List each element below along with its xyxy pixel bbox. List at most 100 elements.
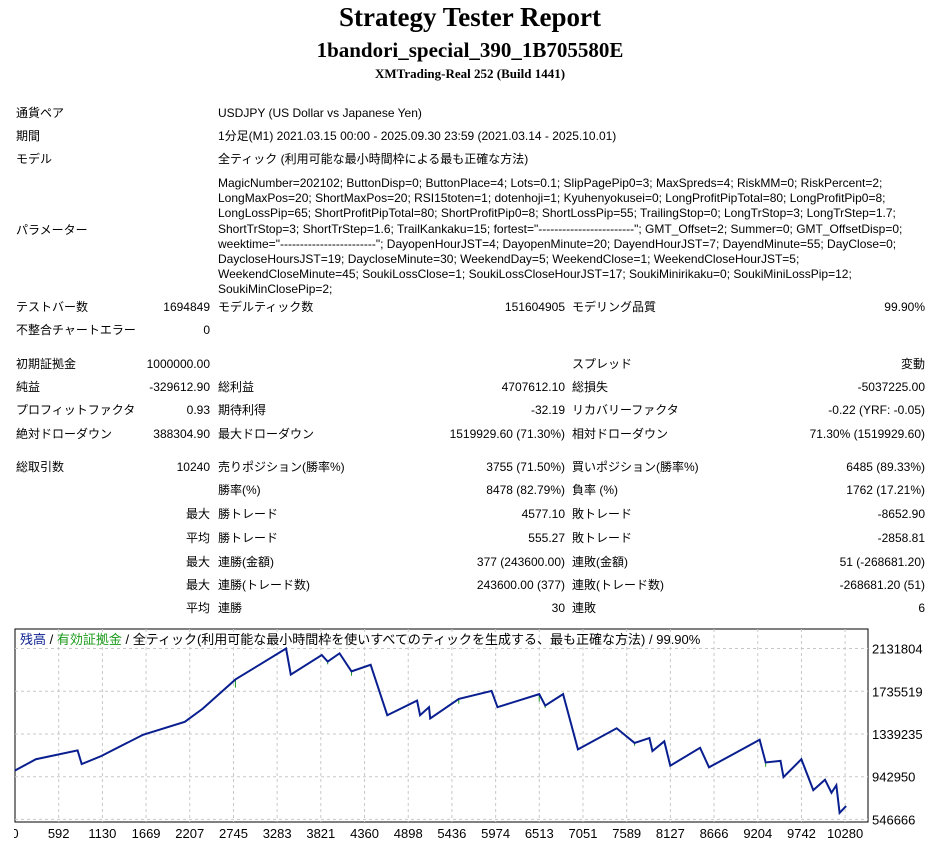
stat-value: 99.90%	[884, 300, 925, 314]
stat-value: 最大	[186, 578, 211, 592]
stats-row: 総取引数 10240 売りポジション(勝率%) 3755 (71.50%) 買いポジショ…	[0, 458, 940, 476]
stats-row: 不整合チャートエラー 0	[0, 321, 940, 339]
y-tick-label: 1339235	[872, 727, 923, 742]
balance-chart: 0 592 1130 1669 2207 2745 3283 3821 4360 4898 5436…	[14, 628, 923, 841]
info-label: 期間	[16, 129, 41, 143]
x-tick-label: 592	[48, 826, 70, 841]
stats-row: 純益 -329612.90 総利益 4707612.10 総損失 -5037225.00	[0, 378, 940, 396]
stat-label: モデルティック数	[218, 300, 314, 314]
stat-label: 不整合チャートエラー	[16, 323, 136, 337]
stat-value: 3755 (71.50%)	[486, 460, 565, 474]
stat-value: 1694849	[163, 300, 210, 314]
x-tick-label: 7051	[569, 826, 598, 841]
stat-value: 0	[203, 323, 210, 337]
stat-value: 10240	[176, 460, 210, 474]
stat-label: 敗トレード	[572, 507, 633, 521]
x-tick-label: 6513	[525, 826, 554, 841]
stat-label: 敗トレード	[572, 531, 633, 545]
x-tick-label: 10280	[827, 826, 863, 841]
stat-label: 勝率(%)	[218, 483, 261, 497]
stat-label: 絶対ドローダウン	[16, 427, 113, 441]
stat-label: 連勝(トレード数)	[218, 578, 310, 592]
x-tick-label: 5974	[481, 826, 510, 841]
stats-row: 勝率(%) 8478 (82.79%) 負率 (%) 1762 (17.21%)	[0, 481, 940, 499]
stats-row: 初期証拠金 1000000.00 スプレッド 変動	[0, 355, 940, 373]
x-tick-label: 1669	[132, 826, 161, 841]
stat-label: 純益	[16, 380, 41, 394]
stat-value: 6	[918, 601, 925, 615]
stat-value: 71.30% (1519929.60)	[809, 427, 925, 441]
stat-value: 388304.90	[153, 427, 210, 441]
info-value: USDJPY (US Dollar vs Japanese Yen)	[218, 106, 422, 120]
stat-label: 買いポジション(勝率%)	[572, 460, 699, 474]
stat-value: -329612.90	[149, 380, 210, 394]
stat-label: 連敗(金額)	[572, 555, 628, 569]
stat-value: 1519929.60 (71.30%)	[449, 427, 565, 441]
stat-label: プロフィットファクタ	[16, 403, 136, 417]
stat-label: 総取引数	[16, 460, 65, 474]
x-tick-label: 3821	[306, 826, 335, 841]
stat-value: 1762 (17.21%)	[846, 483, 925, 497]
stat-value: 最大	[186, 555, 211, 569]
stats-row: 平均 勝トレード 555.27 敗トレード -2858.81	[0, 529, 940, 547]
legend-quality: 99.90%	[656, 632, 701, 647]
legend-model: 全ティック(利用可能な最小時間枠を使いすべてのティックを生成する、最も正確な方法…	[133, 632, 646, 647]
stat-value: 243600.00 (377)	[476, 578, 565, 592]
stat-label: 総損失	[572, 380, 609, 394]
stat-value: 1000000.00	[146, 357, 210, 371]
stat-label: 最大ドローダウン	[218, 427, 315, 441]
parameters-label: パラメーター	[16, 223, 88, 237]
stats-row: 最大 連勝(金額) 377 (243600.00) 連敗(金額) 51 (-268681…	[0, 553, 940, 571]
stat-value: 4707612.10	[501, 380, 565, 394]
stat-label: 相対ドローダウン	[572, 427, 669, 441]
stat-label: テストバー数	[16, 300, 89, 314]
stat-label: 連敗	[572, 601, 597, 615]
x-tick-label: 2745	[219, 826, 248, 841]
legend-separator: /	[645, 632, 656, 647]
stat-value: -0.22 (YRF: -0.05)	[828, 403, 925, 417]
info-label: 通貨ペア	[16, 106, 65, 120]
stat-label: リカバリーファクタ	[572, 403, 679, 417]
stat-value: 151604905	[504, 300, 565, 314]
legend-equity: 有効証拠金	[57, 632, 122, 647]
x-tick-label: 4898	[394, 826, 423, 841]
legend-separator: /	[46, 632, 57, 647]
info-row-model: モデル 全ティック (利用可能な最小時間枠による最も正確な方法)	[0, 150, 940, 168]
stat-value: 平均	[186, 601, 211, 615]
stats-row: 最大 連勝(トレード数) 243600.00 (377) 連敗(トレード数) -2686…	[0, 576, 940, 594]
info-value: 全ティック (利用可能な最小時間枠による最も正確な方法)	[218, 152, 529, 166]
y-tick-label: 942950	[872, 770, 915, 785]
report-title: Strategy Tester Report	[339, 2, 601, 32]
x-tick-label: 7589	[612, 826, 641, 841]
y-tick-label: 1735519	[872, 684, 923, 699]
stat-value: 51 (-268681.20)	[839, 555, 925, 569]
stat-label: 期待利得	[218, 403, 267, 417]
stat-label: 連敗(トレード数)	[572, 578, 664, 592]
x-tick-label: 8666	[700, 826, 729, 841]
stats-row: 平均 連勝 30 連敗 6	[0, 599, 940, 617]
stats-row: 絶対ドローダウン 388304.90 最大ドローダウン 1519929.60 (71.…	[0, 425, 940, 443]
stat-label: スプレッド	[572, 357, 633, 371]
stat-label: 総利益	[218, 380, 255, 394]
stat-label: 勝トレード	[218, 531, 279, 545]
stat-value: 555.27	[528, 531, 565, 545]
stat-label: 初期証拠金	[16, 357, 77, 371]
x-tick-label: 3283	[263, 826, 292, 841]
stat-value: 6485 (89.33%)	[846, 460, 925, 474]
legend-balance: 残高	[20, 632, 46, 647]
chart-legend: 残高 / 有効証拠金 / 全ティック(利用可能な最小時間枠を使いすべてのティック…	[20, 632, 701, 647]
x-tick-label: 2207	[175, 826, 204, 841]
stat-value: 最大	[186, 507, 211, 521]
plot-frame	[14, 628, 869, 823]
stat-value: -5037225.00	[857, 380, 925, 394]
x-tick-label: 0	[14, 826, 19, 841]
x-tick-label: 1130	[88, 826, 116, 841]
x-tick-label: 9742	[787, 826, 816, 841]
stat-label: 売りポジション(勝率%)	[218, 460, 345, 474]
y-tick-label: 2131804	[872, 642, 923, 657]
stat-value: -2858.81	[877, 531, 925, 545]
stat-value: 0.93	[186, 403, 210, 417]
server-build: XMTrading-Real 252 (Build 1441)	[374, 66, 566, 81]
info-row-period: 期間 1分足(M1) 2021.03.15 00:00 - 2025.09.30 …	[0, 127, 940, 145]
x-tick-label: 8127	[656, 826, 685, 841]
